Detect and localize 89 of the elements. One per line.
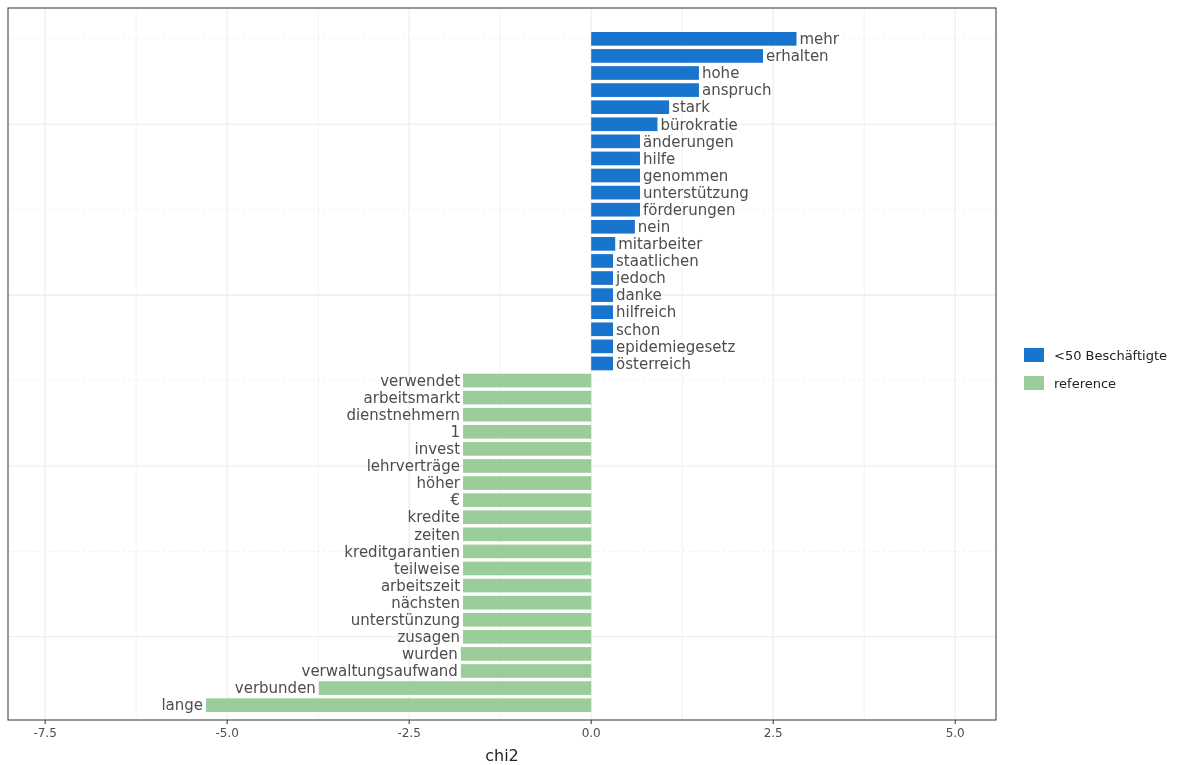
bar (591, 83, 699, 97)
bar (460, 647, 592, 661)
y-tick-label: zeiten (414, 525, 461, 544)
bar (463, 578, 592, 593)
y-tick-label: anspruch (701, 81, 772, 100)
y-tick-label: zusagen (397, 628, 461, 647)
bar (463, 390, 592, 405)
x-tick-label: -5.0 (215, 726, 239, 740)
bar (591, 168, 640, 183)
legend-label: <50 Beschäftigte (1054, 347, 1168, 363)
x-tick-label: -7.5 (33, 726, 57, 740)
y-tick-label: jedoch (615, 269, 666, 288)
bar (591, 339, 614, 354)
y-tick-label: dienstnehmern (346, 405, 461, 424)
y-tick-label: kredite (407, 508, 461, 527)
x-tick-label: 5.0 (945, 726, 965, 740)
y-tick-label: kreditgarantien (344, 542, 461, 561)
y-tick-label: staatlichen (616, 252, 699, 271)
legend-label: reference (1054, 375, 1117, 391)
x-axis-title: chi2 (485, 746, 519, 765)
y-tick-label: teilweise (393, 559, 461, 578)
y-tick-label: stark (672, 98, 711, 117)
y-tick-label: mitarbeiter (618, 235, 704, 254)
bar (463, 561, 592, 576)
y-tick-label: wurden (401, 645, 458, 664)
bar (463, 424, 592, 439)
y-tick-label: hilfe (642, 149, 676, 168)
bar (460, 664, 592, 678)
bar (463, 442, 592, 456)
bar (591, 254, 614, 268)
y-tick-label: schon (616, 320, 661, 339)
bar (591, 305, 614, 320)
bar (591, 237, 616, 251)
bar (463, 459, 592, 473)
y-tick-label: mehr (799, 30, 840, 49)
bar (591, 356, 614, 371)
bar (591, 134, 640, 149)
y-tick-label: lehrverträge (366, 457, 461, 476)
y-tick-label: nein (637, 218, 671, 237)
bar (318, 681, 592, 695)
bar (591, 322, 614, 337)
bar (463, 476, 592, 490)
y-tick-label: lange (161, 696, 204, 715)
bar (463, 595, 592, 610)
bar (591, 271, 614, 285)
bar (206, 698, 592, 712)
y-tick-label: arbeitszeit (380, 576, 461, 595)
bar (591, 117, 658, 132)
y-tick-label: 1 (450, 423, 461, 442)
bar (591, 66, 699, 80)
bar (591, 219, 635, 234)
y-tick-label: hohe (701, 64, 740, 83)
y-tick-label: hilfreich (616, 303, 677, 322)
bar (591, 32, 797, 46)
y-tick-label: förderungen (642, 200, 736, 219)
bar (463, 493, 592, 507)
y-tick-label: verwaltungsaufwand (301, 662, 458, 681)
bar (463, 407, 592, 422)
y-tick-label: verbunden (234, 679, 316, 698)
bar (463, 373, 592, 388)
bar (591, 100, 670, 115)
y-tick-label: unterstünzung (350, 610, 461, 629)
bar (591, 49, 764, 63)
bar (463, 527, 592, 542)
x-tick-label: 2.5 (763, 726, 783, 740)
bar (591, 185, 640, 200)
y-tick-label: arbeitsmarkt (363, 388, 461, 407)
y-tick-label: österreich (616, 354, 692, 373)
y-tick-label: höher (416, 474, 461, 493)
bar (591, 288, 614, 302)
y-tick-label: genommen (642, 166, 729, 185)
bar (463, 629, 592, 644)
y-tick-label: € (450, 491, 461, 510)
bar (463, 544, 592, 559)
y-tick-label: epidemiegesetz (616, 337, 736, 356)
y-tick-label: bürokratie (660, 115, 738, 134)
x-tick-label: -2.5 (397, 726, 421, 740)
y-tick-label: erhalten (766, 47, 829, 66)
x-tick-label: 0.0 (581, 726, 601, 740)
bar (463, 510, 592, 525)
bar (463, 612, 592, 627)
y-tick-label: nächsten (391, 593, 461, 612)
y-tick-label: verwendet (380, 371, 461, 390)
y-tick-label: danke (616, 286, 662, 305)
bar (591, 202, 640, 217)
y-tick-label: änderungen (642, 132, 734, 151)
bar (591, 151, 640, 166)
y-tick-label: invest (414, 440, 461, 459)
y-tick-label: unterstützung (642, 183, 749, 202)
